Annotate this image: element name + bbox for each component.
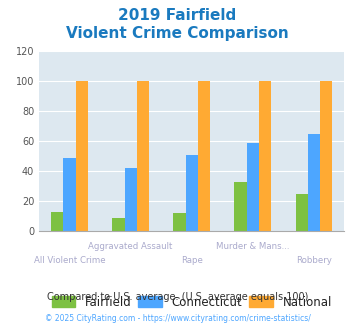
Bar — [76, 81, 88, 231]
Bar — [320, 81, 332, 231]
Legend: Fairfield, Connecticut, National: Fairfield, Connecticut, National — [47, 291, 337, 313]
Bar — [308, 134, 320, 231]
Text: Robbery: Robbery — [296, 256, 332, 265]
Text: Compared to U.S. average. (U.S. average equals 100): Compared to U.S. average. (U.S. average … — [47, 292, 308, 302]
Text: Violent Crime Comparison: Violent Crime Comparison — [66, 26, 289, 41]
Text: Aggravated Assault: Aggravated Assault — [88, 242, 173, 251]
Bar — [51, 212, 64, 231]
Bar — [295, 193, 308, 231]
Text: 2019 Fairfield: 2019 Fairfield — [118, 8, 237, 23]
Bar — [186, 154, 198, 231]
Bar — [137, 81, 149, 231]
Bar — [247, 143, 259, 231]
Text: Rape: Rape — [181, 256, 203, 265]
Text: Murder & Mans...: Murder & Mans... — [216, 242, 290, 251]
Bar — [64, 157, 76, 231]
Bar — [259, 81, 271, 231]
Bar — [198, 81, 210, 231]
Bar — [173, 213, 186, 231]
Bar — [234, 182, 247, 231]
Text: All Violent Crime: All Violent Crime — [34, 256, 105, 265]
Text: © 2025 CityRating.com - https://www.cityrating.com/crime-statistics/: © 2025 CityRating.com - https://www.city… — [45, 314, 310, 323]
Bar — [125, 168, 137, 231]
Bar — [112, 217, 125, 231]
